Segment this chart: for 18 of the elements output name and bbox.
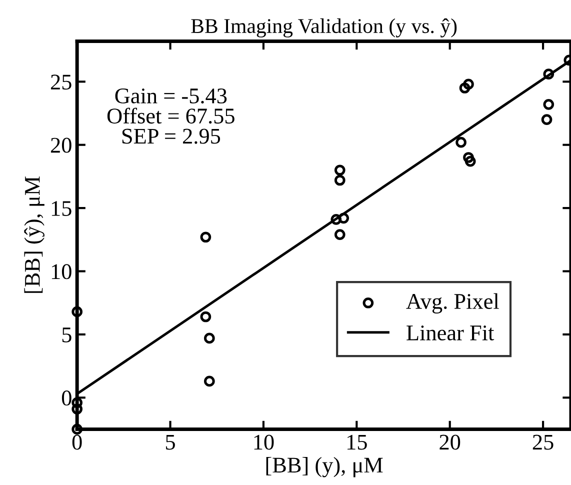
x-tick-label: 15 xyxy=(348,434,367,450)
y-tick-label: 15 xyxy=(52,201,72,216)
y-tick-label: 20 xyxy=(50,138,72,153)
legend-label: Linear Fit xyxy=(406,325,494,340)
legend-label: Avg. Pixel xyxy=(406,293,499,314)
y-tick-label: 10 xyxy=(52,264,72,280)
x-tick-label: 0 xyxy=(72,434,82,450)
chart-title: BB Imaging Validation (y vs. ŷ) xyxy=(191,18,457,38)
y-tick-label: 0 xyxy=(62,390,72,406)
x-axis-title: [BB] (y), μM xyxy=(266,457,383,478)
x-tick-label: 20 xyxy=(440,434,460,450)
y-tick-label: 5 xyxy=(62,328,72,342)
x-tick-label: 10 xyxy=(254,434,274,450)
y-axis-title: [BB] (ŷ), μM xyxy=(24,176,44,293)
y-tick-label: 25 xyxy=(50,74,72,90)
annotation: Gain = -5.43 Offset = 67.55 SEP = 2.95 xyxy=(107,88,234,144)
x-tick-label: 25 xyxy=(532,434,554,450)
x-tick-label: 5 xyxy=(166,434,175,450)
